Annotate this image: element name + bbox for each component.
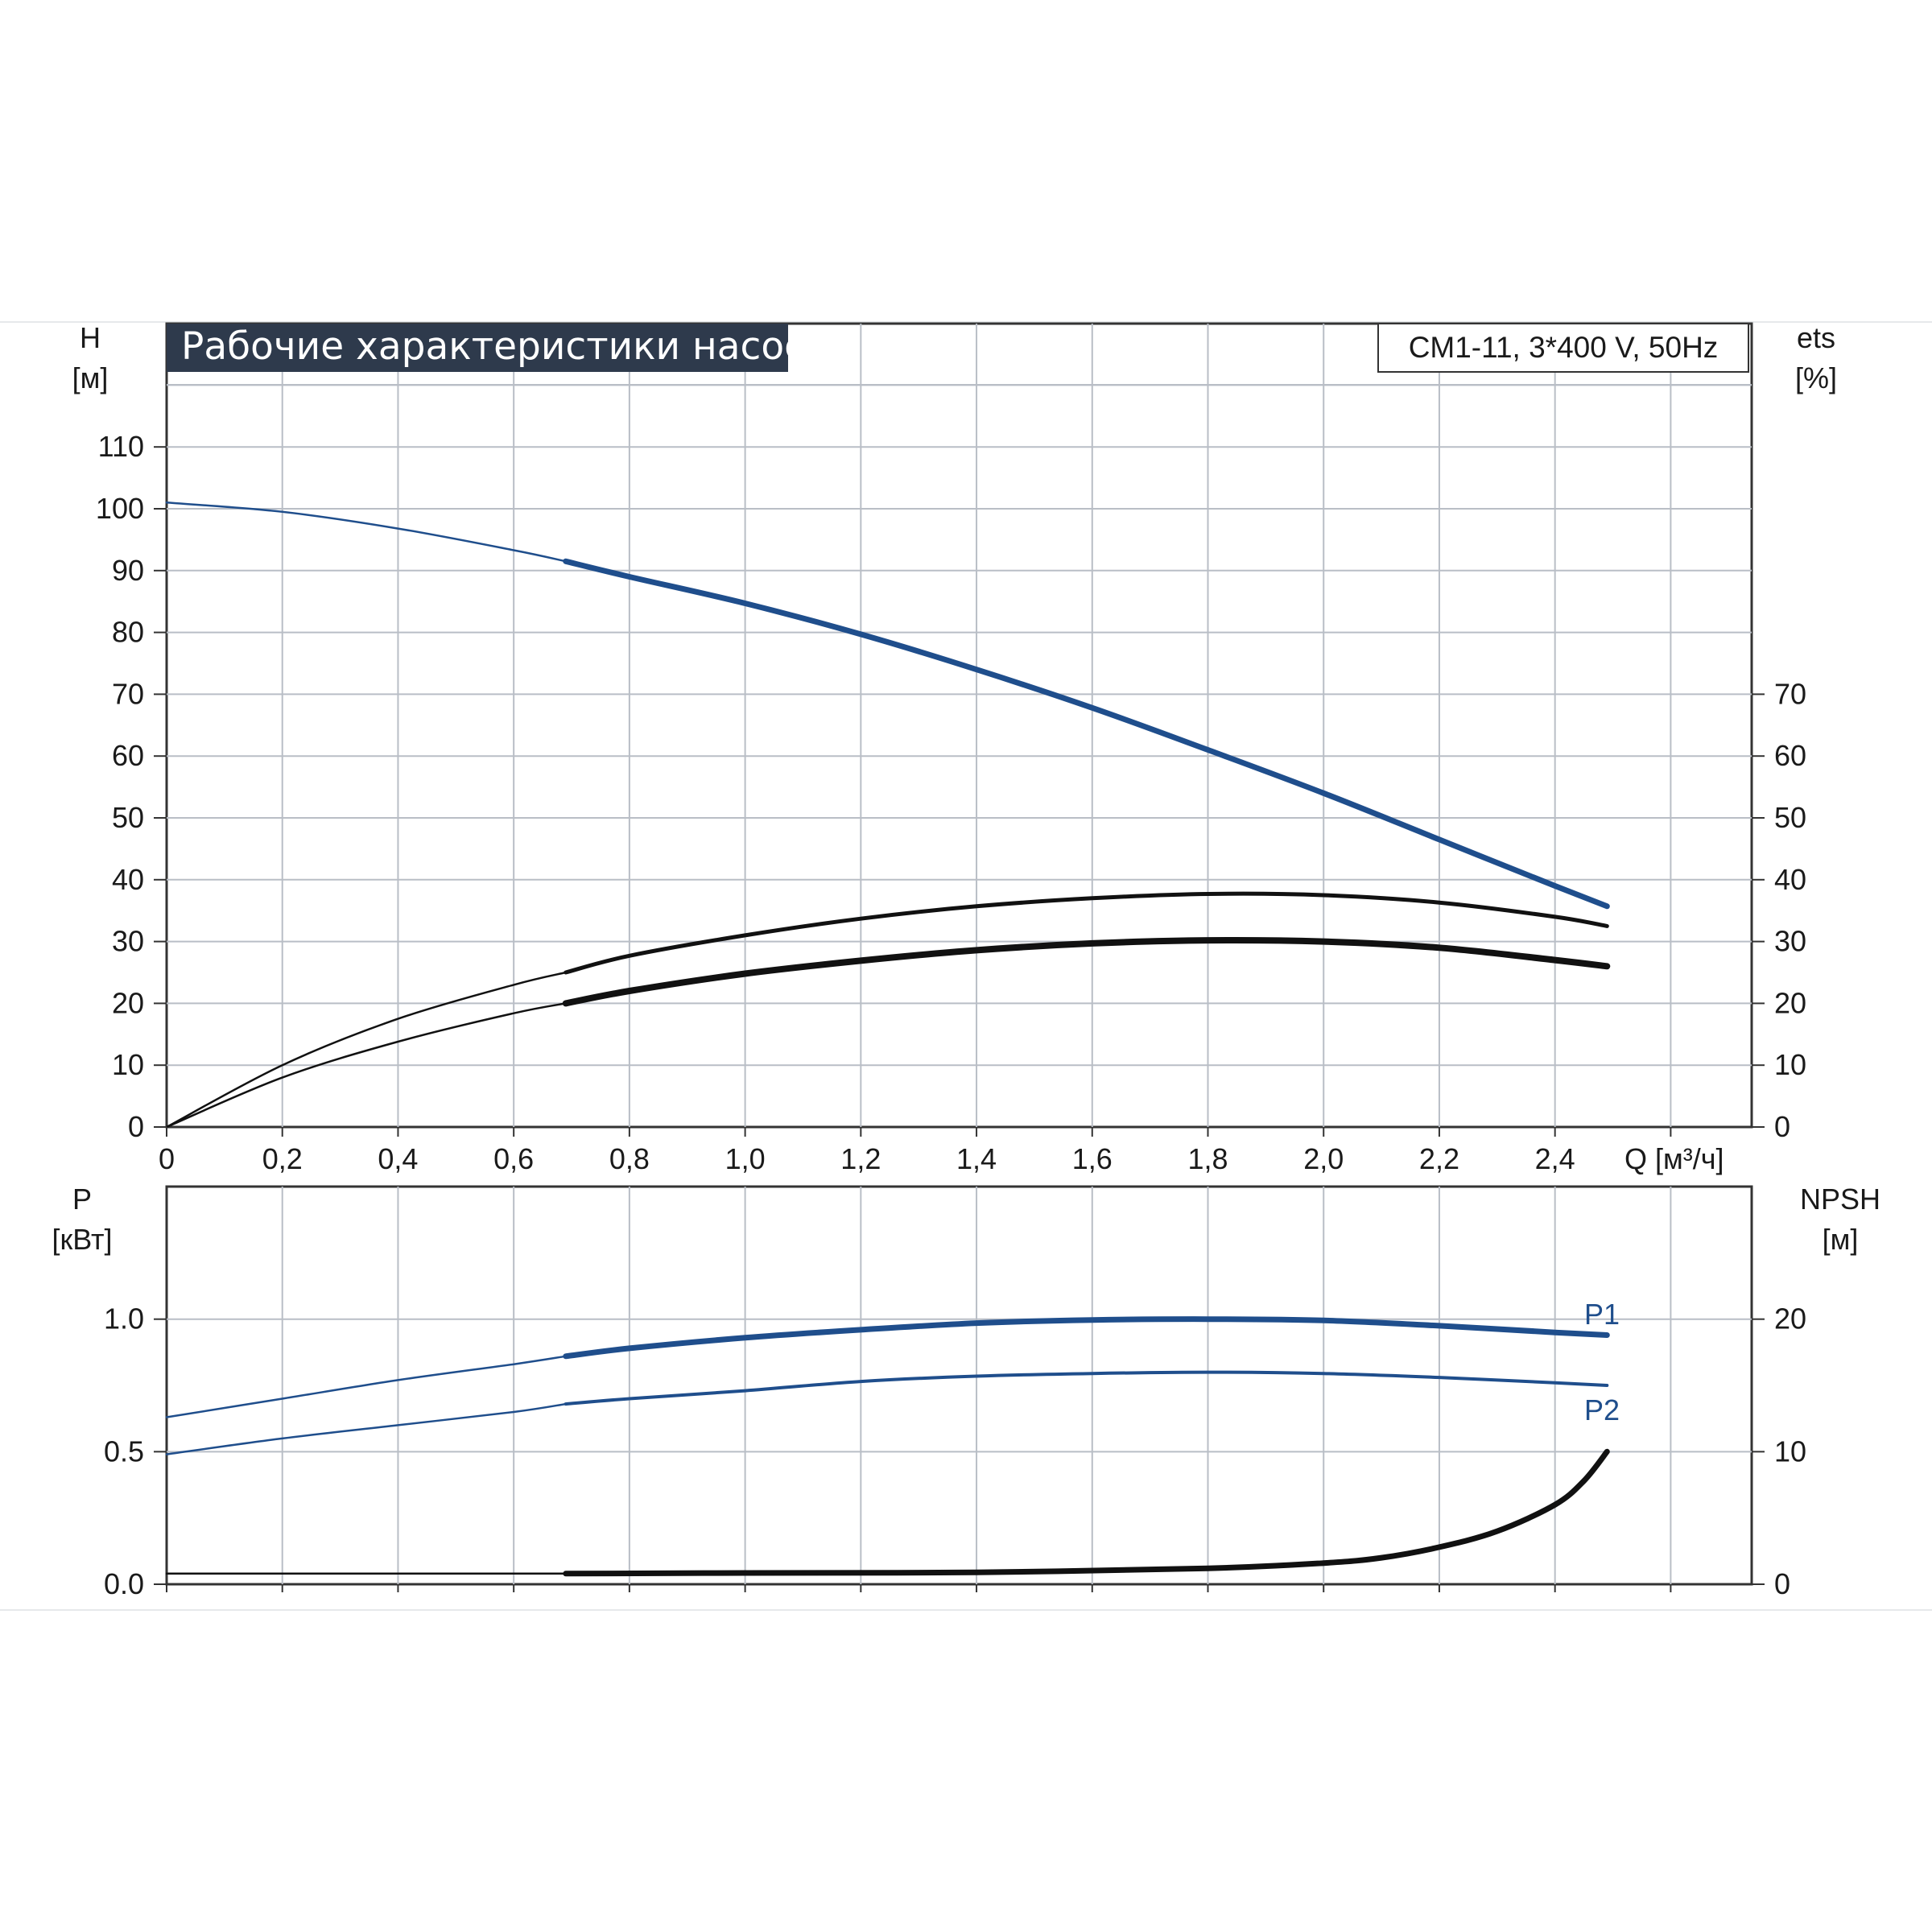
eta-tick-label: 30	[1774, 925, 1806, 958]
series-NPSH-bold	[563, 1448, 1610, 1577]
h-tick-label: 110	[98, 430, 144, 463]
model-label: CM1-11, 3*400 V, 50Hz	[1409, 331, 1719, 364]
h-tick-label: 30	[112, 925, 144, 958]
series-eta_thin-thin	[165, 971, 568, 1129]
series-H-thin	[165, 502, 568, 563]
series-eta_bold-bold	[562, 936, 1611, 1007]
h-tick-label: 70	[112, 677, 144, 710]
h-tick-label: 100	[96, 492, 144, 525]
eta-tick-label: 60	[1774, 739, 1806, 772]
series-P2-thin	[165, 1402, 568, 1455]
eta-tick-label: 70	[1774, 677, 1806, 710]
series-eta_thin-bold	[564, 891, 1609, 975]
p-tick-label: 1.0	[104, 1302, 144, 1335]
series-P2-bold	[564, 1370, 1609, 1406]
series-label-p2: P2	[1584, 1393, 1620, 1426]
x-tick-label: 0	[159, 1142, 175, 1175]
npsh-axis-label-unit: [м]	[1823, 1223, 1859, 1256]
npsh-tick-label: 10	[1774, 1435, 1806, 1468]
title-box	[167, 324, 788, 372]
h-tick-label: 40	[112, 863, 144, 896]
h-tick-label: 20	[112, 986, 144, 1019]
eta-tick-label: 50	[1774, 801, 1806, 834]
bottom-plot-frame	[165, 1185, 1753, 1586]
eta-tick-label: 40	[1774, 863, 1806, 896]
eta-tick-label: 20	[1774, 986, 1806, 1019]
eta-tick-label: 0	[1774, 1110, 1790, 1143]
h-tick-label: 90	[112, 554, 144, 587]
x-tick-label: 1,0	[725, 1142, 766, 1175]
npsh-tick-label: 20	[1774, 1302, 1806, 1335]
h-tick-label: 80	[112, 616, 144, 649]
p-tick-label: 0.5	[104, 1435, 144, 1468]
eta-axis-label-top: ets	[1797, 321, 1835, 354]
top-grid	[165, 322, 1753, 1129]
h-tick-label: 10	[112, 1048, 144, 1081]
x-tick-label: 1,4	[956, 1142, 997, 1175]
series-H-bold	[563, 558, 1610, 910]
chart-title: Рабочие характеристики насоса	[181, 324, 828, 369]
x-tick-label: 0,4	[378, 1142, 418, 1175]
model-box	[1377, 323, 1749, 373]
eta-axis-label-unit: [%]	[1795, 361, 1837, 394]
x-tick-label: 0,8	[609, 1142, 650, 1175]
bottom-grid	[165, 1185, 1753, 1586]
eta-tick-label: 10	[1774, 1048, 1806, 1081]
series-P1-thin	[165, 1355, 568, 1418]
h-axis-label-top: H	[80, 321, 101, 354]
x-tick-label: 0,2	[262, 1142, 303, 1175]
p-axis-label-unit: [кВт]	[52, 1223, 112, 1256]
npsh-axis-label-top: NPSH	[1800, 1183, 1880, 1216]
q-axis-label: Q [м³/ч]	[1624, 1142, 1724, 1175]
p-tick-label: 0.0	[104, 1567, 144, 1600]
npsh-tick-label: 0	[1774, 1567, 1790, 1600]
h-tick-label: 0	[128, 1110, 144, 1143]
h-tick-label: 50	[112, 801, 144, 834]
series-eta_bold-thin	[165, 1002, 568, 1129]
tick-labels: 0 0,2 0,4 0,6 0,8 1,0 1,2 1,4 1,6 1,8 2,0 2,2 2,4 0 10…	[96, 430, 1806, 1600]
x-tick-label: 1,6	[1072, 1142, 1113, 1175]
x-tick-label: 2,2	[1419, 1142, 1459, 1175]
series-P1-bold	[563, 1316, 1610, 1360]
top-plot-frame	[165, 322, 1753, 1129]
x-tick-label: 0,6	[493, 1142, 534, 1175]
x-tick-label: 2,0	[1303, 1142, 1344, 1175]
series-label-p1: P1	[1584, 1298, 1620, 1331]
x-tick-label: 1,2	[840, 1142, 881, 1175]
series-layer	[165, 502, 1611, 1577]
h-tick-label: 60	[112, 739, 144, 772]
p-axis-label-top: P	[72, 1183, 92, 1216]
h-axis-label-unit: [м]	[72, 361, 109, 394]
x-tick-label: 2,4	[1535, 1142, 1575, 1175]
x-tick-label: 1,8	[1187, 1142, 1228, 1175]
